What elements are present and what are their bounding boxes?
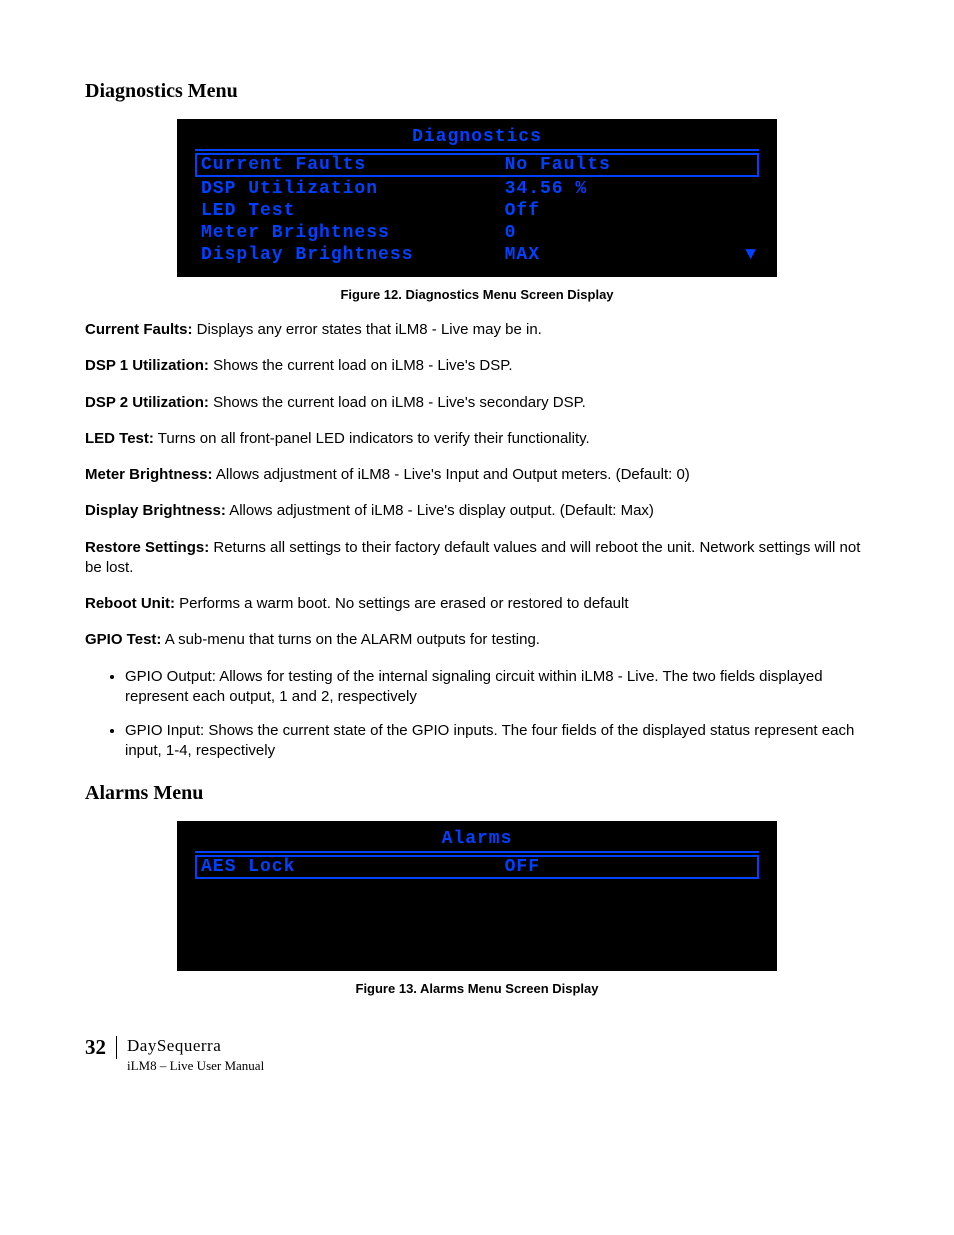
figure-13-caption: Figure 13. Alarms Menu Screen Display	[85, 981, 869, 996]
lcd-row-selected: AES Lock OFF	[195, 855, 759, 879]
footer-brand: DaySequerra	[127, 1036, 264, 1056]
lcd-title: Alarms	[195, 827, 759, 851]
diagnostics-lcd-screen: Diagnostics Current Faults No Faults DSP…	[177, 119, 777, 277]
page-footer: 32 DaySequerra iLM8 – Live User Manual	[85, 1036, 869, 1074]
lcd-value: 34.56 %	[505, 179, 753, 199]
lcd-value: 0	[505, 223, 753, 243]
lcd-row: Meter Brightness 0	[197, 223, 757, 243]
lcd-value: MAX	[505, 245, 753, 265]
figure-12-caption: Figure 12. Diagnostics Menu Screen Displ…	[85, 287, 869, 302]
scroll-down-icon: ▼	[745, 245, 757, 265]
lcd-row: LED Test Off	[197, 201, 757, 221]
lcd-label: LED Test	[201, 201, 505, 221]
alarms-lcd-screen: Alarms AES Lock OFF	[177, 821, 777, 971]
def-gpio-test: GPIO Test: A sub-menu that turns on the …	[85, 630, 869, 650]
footer-subtitle: iLM8 – Live User Manual	[127, 1058, 264, 1074]
section-heading-diagnostics: Diagnostics Menu	[85, 80, 869, 103]
bullet-gpio-output: GPIO Output: Allows for testing of the i…	[125, 667, 869, 708]
def-dsp1: DSP 1 Utilization: Shows the current loa…	[85, 356, 869, 376]
lcd-row: Display Brightness MAX	[197, 245, 757, 265]
lcd-value: OFF	[505, 857, 753, 877]
lcd-value: Off	[505, 201, 753, 221]
def-dsp2: DSP 2 Utilization: Shows the current loa…	[85, 393, 869, 413]
lcd-label: Display Brightness	[201, 245, 505, 265]
def-reboot-unit: Reboot Unit: Performs a warm boot. No se…	[85, 594, 869, 614]
def-led-test: LED Test: Turns on all front-panel LED i…	[85, 429, 869, 449]
gpio-bullet-list: GPIO Output: Allows for testing of the i…	[125, 667, 869, 762]
lcd-label: DSP Utilization	[201, 179, 505, 199]
section-heading-alarms: Alarms Menu	[85, 782, 869, 805]
lcd-row-selected: Current Faults No Faults	[195, 153, 759, 177]
lcd-title: Diagnostics	[195, 125, 759, 149]
def-current-faults: Current Faults: Displays any error state…	[85, 320, 869, 340]
def-meter-brightness: Meter Brightness: Allows adjustment of i…	[85, 465, 869, 485]
def-restore-settings: Restore Settings: Returns all settings t…	[85, 538, 869, 579]
lcd-label: AES Lock	[201, 857, 505, 877]
lcd-label: Current Faults	[201, 155, 505, 175]
lcd-divider	[195, 149, 759, 151]
lcd-row: DSP Utilization 34.56 %	[197, 179, 757, 199]
lcd-label: Meter Brightness	[201, 223, 505, 243]
page-number: 32	[85, 1036, 117, 1059]
lcd-value: No Faults	[505, 155, 753, 175]
def-display-brightness: Display Brightness: Allows adjustment of…	[85, 501, 869, 521]
lcd-divider	[195, 851, 759, 853]
bullet-gpio-input: GPIO Input: Shows the current state of t…	[125, 721, 869, 762]
